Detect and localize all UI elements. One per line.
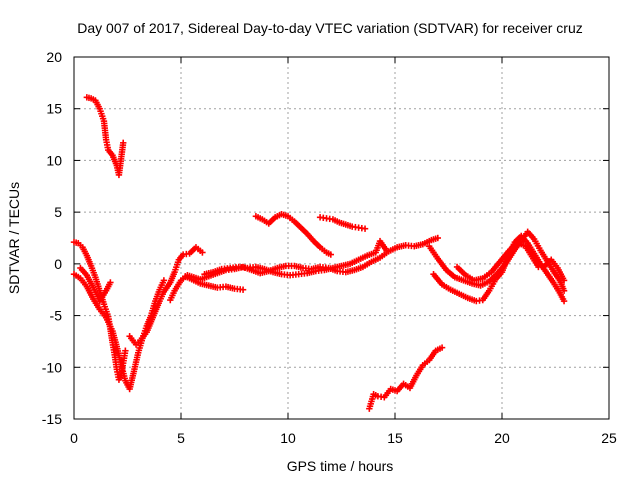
data-point-arc-high-1 (327, 251, 334, 258)
y-tick-label: 5 (54, 204, 62, 220)
data-point-arc-low-late (438, 344, 446, 351)
data-point-arc-late-1 (560, 287, 568, 294)
data-marks (70, 94, 568, 412)
x-axis-title: GPS time / hours (287, 458, 394, 474)
data-point-arc-mid-c (383, 247, 390, 254)
data-point-arc-late-2 (560, 297, 568, 305)
x-tick-label: 20 (494, 430, 510, 446)
data-point-arc-mid-b (239, 286, 247, 293)
data-point-arc-early-2 (160, 277, 168, 284)
chart-title: Day 007 of 2017, Sidereal Day-to-day VTE… (77, 20, 583, 36)
data-point-arc-early-1 (122, 347, 129, 354)
data-point-arc-early-3 (107, 279, 114, 286)
data-point-arc-recovery (199, 249, 206, 256)
x-tick-label: 25 (601, 430, 617, 446)
data-point-arc-early-high (120, 139, 127, 147)
plot-frame (73, 56, 610, 420)
data-point-arc-high-2 (361, 225, 369, 232)
y-tick-label: -10 (42, 359, 62, 375)
x-tick-label: 5 (177, 430, 185, 446)
y-tick-label: -15 (42, 411, 62, 427)
grid (74, 57, 609, 419)
axis-ticks: 0 5 10 15 20 25 -15 -10 -5 0 5 10 15 20 (42, 49, 617, 446)
y-tick-label: 15 (46, 101, 62, 117)
y-tick-label: 0 (54, 256, 62, 272)
y-tick-label: -5 (50, 308, 63, 324)
y-axis-title: SDTVAR / TECUs (6, 182, 22, 294)
x-tick-label: 15 (387, 430, 403, 446)
x-tick-label: 0 (70, 430, 78, 446)
y-tick-label: 20 (46, 49, 62, 65)
data-point-arc-mid-a (434, 234, 441, 242)
data-point-arc-late-3 (560, 277, 568, 284)
x-tick-label: 10 (280, 430, 296, 446)
y-tick-label: 10 (46, 152, 62, 168)
